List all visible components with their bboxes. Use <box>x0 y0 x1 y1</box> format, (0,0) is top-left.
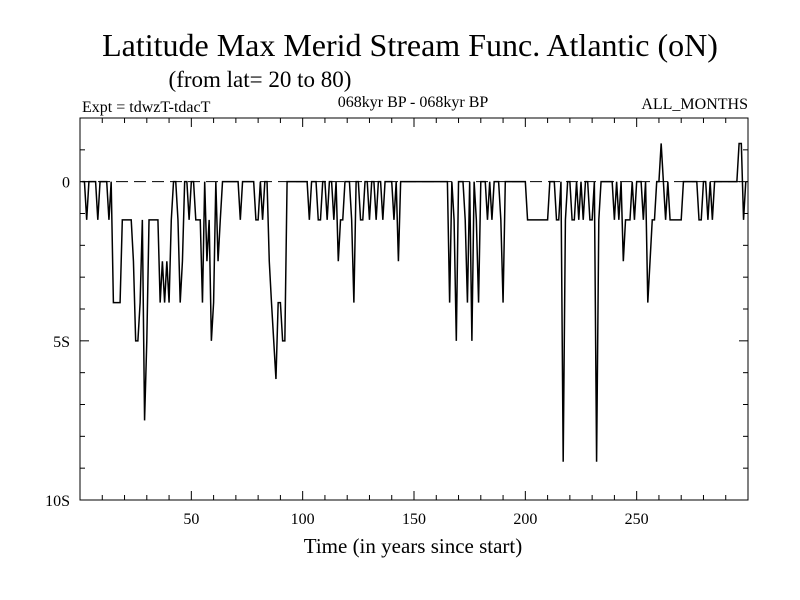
chart-title: Latitude Max Merid Stream Func. Atlantic… <box>102 27 718 63</box>
header-left: Expt = tdwzT-tdacT <box>82 99 211 116</box>
chart-subtitle: (from lat= 20 to 80) <box>169 67 352 92</box>
x-tick-label: 150 <box>402 511 426 528</box>
x-axis-label: Time (in years since start) <box>304 534 523 558</box>
x-tick-label: 100 <box>291 511 315 528</box>
axes: 50 100 150 200 250 0 5S 10S <box>45 118 748 528</box>
series-line <box>82 142 747 462</box>
header-right: ALL_MONTHS <box>641 96 748 113</box>
y-tick-label: 5S <box>53 334 70 351</box>
x-tick-label: 250 <box>625 511 649 528</box>
header-center: 068kyr BP - 068kyr BP <box>338 94 489 111</box>
y-tick-label: 0 <box>62 175 70 192</box>
x-tick-label: 50 <box>183 511 199 528</box>
x-tick-label: 200 <box>513 511 537 528</box>
y-tick-label: 10S <box>45 493 70 510</box>
plot-frame <box>79 117 749 501</box>
